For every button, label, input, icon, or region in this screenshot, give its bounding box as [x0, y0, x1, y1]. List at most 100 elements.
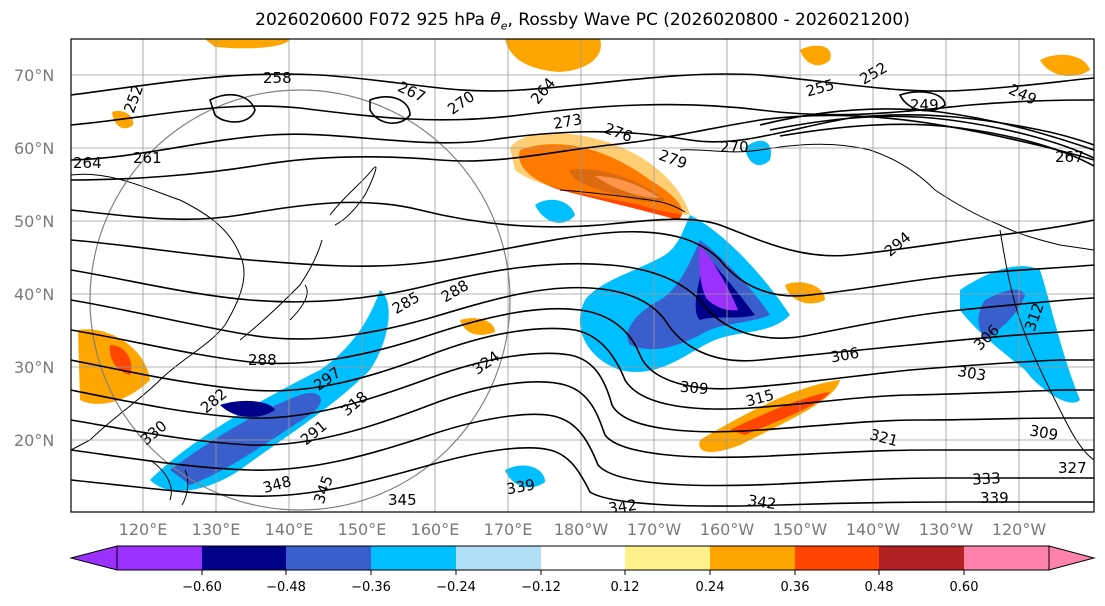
- coast-asia: [71, 173, 245, 451]
- contour-3: [71, 113, 1094, 161]
- title-suffix: , Rossby Wave PC (2026020800 - 202602120…: [507, 10, 910, 30]
- contour-label-303: 303: [956, 362, 987, 385]
- cb-label-neg060: −0.60: [182, 580, 222, 595]
- contour-label-333: 333: [972, 469, 1002, 488]
- anomaly-orange-rim: [510, 133, 690, 215]
- contour-10: [71, 327, 1094, 410]
- coastlines: [71, 143, 1094, 506]
- lon-label-150w: 150°W: [773, 520, 828, 539]
- lon-label-130e: 130°E: [192, 520, 241, 539]
- contour-label-258: 258: [263, 69, 292, 87]
- lon-label-160e: 160°E: [411, 520, 460, 539]
- contour-label-309-b: 309: [1028, 421, 1059, 444]
- contour-alaska-a: [759, 108, 1094, 151]
- contour-label-342-b: 342: [607, 496, 638, 518]
- contour-4: [71, 114, 1094, 181]
- contour-label-264: 264: [73, 154, 102, 172]
- colorbar: −0.60 −0.48 −0.36 −0.24 −0.12 0.12 0.24 …: [69, 545, 1096, 595]
- cb-label-012: 0.12: [611, 580, 640, 595]
- contour-label-339: 339: [980, 489, 1009, 507]
- longitude-labels: 120°E 130°E 140°E 150°E 160°E 170°E 180°…: [119, 520, 1047, 539]
- anomaly-red-west: [109, 345, 132, 375]
- contour-label-309: 309: [679, 378, 709, 398]
- contour-7: [71, 262, 1094, 339]
- contour-label-339-b: 339: [505, 476, 536, 499]
- anomaly-orange-ne2: [1040, 54, 1090, 76]
- colorbar-bin-4: [371, 546, 456, 570]
- contour-alaska-b: [769, 115, 1094, 159]
- colorbar-bin-11: [964, 546, 1049, 570]
- colorbar-bin-1: [117, 546, 202, 570]
- coast-kamchatka: [329, 166, 377, 226]
- contour-loop-1: [209, 94, 256, 123]
- contour-6: [71, 230, 1094, 297]
- lon-label-150e: 150°E: [338, 520, 387, 539]
- colorbar-over-triangle: [1048, 545, 1096, 571]
- cb-label-neg012: −0.12: [521, 580, 561, 595]
- contour-12: [71, 381, 1094, 459]
- anomaly-orange-ne: [800, 45, 831, 66]
- anomaly-orange-mid2: [785, 282, 825, 304]
- lat-label-20n: 20°N: [14, 431, 54, 450]
- contour-label-345: 345: [388, 491, 417, 509]
- contour-11: [71, 352, 1094, 433]
- contour-label-288: 288: [248, 351, 277, 369]
- contour-label-270-b: 270: [720, 138, 749, 156]
- map-frame: [70, 38, 1095, 513]
- colorbar-under-triangle: [69, 545, 118, 571]
- anomaly-navy-east: [978, 289, 1025, 340]
- contour-alaska-c: [779, 123, 1094, 167]
- anomaly-orange-mid: [460, 318, 495, 335]
- contour-13: [71, 413, 1094, 487]
- coast-phil: [149, 459, 189, 506]
- anomaly-orange-north: [505, 39, 601, 72]
- theta-e-contours: [71, 73, 1094, 507]
- lat-label-60n: 60°N: [14, 139, 54, 158]
- contour-label-261: 261: [133, 149, 162, 167]
- figure-title: 2026020600 F072 925 hPa θe, Rossby Wave …: [0, 0, 1105, 34]
- colorbar-bin-8: [710, 546, 795, 570]
- colorbar-bin-10: [879, 546, 964, 570]
- contour-5: [71, 201, 1094, 257]
- colorbar-bin-2: [202, 546, 286, 570]
- coast-aleutians: [559, 189, 686, 213]
- anomaly-dark-west: [220, 400, 275, 417]
- colorbar-bin-7: [625, 546, 710, 570]
- contour-label-267-b: 267: [1055, 148, 1084, 166]
- lon-label-140e: 140°E: [265, 520, 314, 539]
- cb-label-048: 0.48: [865, 580, 894, 595]
- lon-label-170e: 170°E: [484, 520, 533, 539]
- lon-label-120e: 120°E: [119, 520, 168, 539]
- title-text: 2026020600 F072 925 hPa θe, Rossby Wave …: [0, 10, 1105, 32]
- anomaly-navy-west: [170, 392, 321, 485]
- title-prefix: 2026020600 F072 925 hPa: [255, 10, 491, 30]
- lat-label-50n: 50°N: [14, 212, 54, 231]
- latitude-labels: 70°N 60°N 50°N 40°N 30°N 20°N: [14, 66, 54, 450]
- contour-2: [71, 99, 1094, 126]
- colorbar-bin-5: [456, 546, 541, 570]
- lon-label-140w: 140°W: [846, 520, 901, 539]
- contour-loop-3: [898, 91, 946, 112]
- lon-label-130w: 130°W: [919, 520, 974, 539]
- lat-label-40n: 40°N: [14, 285, 54, 304]
- contour-label-273: 273: [552, 110, 583, 133]
- lat-label-70n: 70°N: [14, 66, 54, 85]
- colorbar-tick-labels: −0.60 −0.48 −0.36 −0.24 −0.12 0.12 0.24 …: [182, 580, 978, 595]
- colorbar-outline: [116, 545, 1050, 571]
- lon-label-170w: 170°W: [627, 520, 682, 539]
- shaded-anomalies: [78, 39, 1090, 491]
- anomaly-blue-isle: [505, 465, 545, 488]
- lat-label-30n: 30°N: [14, 358, 54, 377]
- lon-label-180w: 180°W: [554, 520, 609, 539]
- cb-label-024: 0.24: [696, 580, 725, 595]
- cb-label-060: 0.60: [950, 580, 979, 595]
- contour-label-327: 327: [1058, 459, 1087, 477]
- contour-14: [71, 447, 1094, 507]
- cb-label-036: 0.36: [781, 580, 810, 595]
- lon-label-160w: 160°W: [700, 520, 755, 539]
- cb-label-neg048: −0.48: [266, 580, 306, 595]
- contour-label-342: 342: [747, 491, 778, 513]
- contour-9: [71, 307, 1094, 390]
- anomaly-orange-north2: [205, 39, 290, 49]
